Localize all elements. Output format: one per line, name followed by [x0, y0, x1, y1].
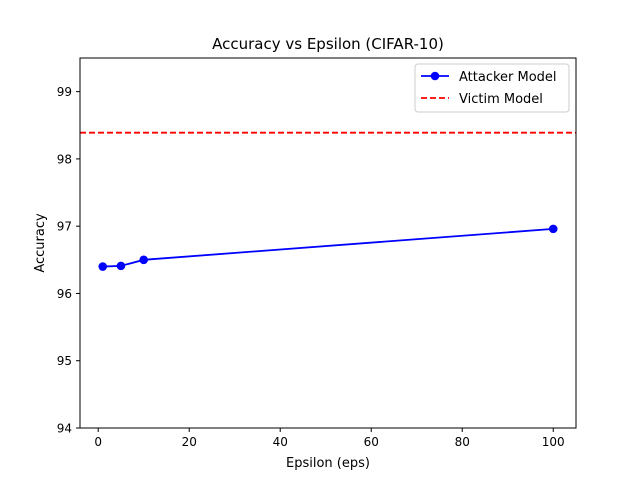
y-axis-label: Accuracy [33, 213, 48, 273]
legend-box [414, 63, 570, 113]
y-tick-label: 94 [57, 422, 72, 436]
x-tick-label: 80 [455, 435, 470, 449]
x-axis-label: Epsilon (eps) [286, 456, 370, 471]
x-tick-label: 60 [364, 435, 379, 449]
y-tick-label: 95 [57, 354, 72, 368]
y-tick-label: 98 [57, 152, 72, 166]
attacker-model-point [116, 261, 126, 271]
x-tick-label: 100 [542, 435, 565, 449]
attacker-model-point [548, 224, 558, 234]
x-tick-label: 0 [94, 435, 102, 449]
legend-marker-attacker [430, 71, 440, 81]
y-axis: 94 95 96 97 98 99 [57, 85, 80, 436]
x-tick-label: 40 [273, 435, 288, 449]
y-tick-label: 96 [57, 287, 72, 301]
legend-label-attacker: Attacker Model [459, 70, 557, 85]
axes-frame [79, 57, 577, 429]
attacker-model-point [98, 262, 108, 271]
y-tick-label: 97 [57, 220, 72, 234]
chart-title: Accuracy vs Epsilon (CIFAR-10) [212, 35, 444, 53]
attacker-model-line [102, 227, 554, 268]
attacker-model-point [139, 255, 149, 265]
y-tick-label: 99 [57, 85, 72, 99]
plot-area [80, 131, 576, 271]
x-tick-label: 20 [182, 435, 197, 449]
legend: Attacker Model Victim Model [414, 63, 570, 113]
x-axis: 0 20 40 60 80 100 [94, 428, 565, 449]
legend-label-victim: Victim Model [459, 92, 543, 107]
